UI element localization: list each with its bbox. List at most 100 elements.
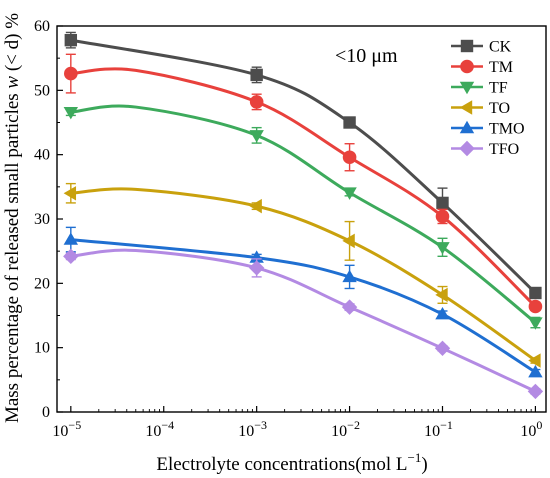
x-axis-title-end: ): [421, 454, 427, 475]
legend-item-tf: TF: [451, 80, 508, 97]
x-tick-label: 10−2: [331, 418, 360, 440]
data-point: [343, 116, 356, 129]
x-tick-label: 10−5: [52, 418, 81, 440]
series-line: [70, 38, 537, 295]
data-point: [249, 130, 264, 143]
legend-label: TM: [489, 59, 513, 76]
series-tf: [63, 104, 543, 330]
y-tick-label: 0: [42, 404, 50, 421]
legend-marker: [460, 59, 474, 74]
data-point: [250, 68, 263, 82]
legend-marker: [459, 120, 475, 134]
x-tick-label: 10−3: [238, 418, 267, 440]
data-point: [249, 250, 264, 263]
data-point: [434, 340, 451, 357]
series-tfo: [63, 248, 544, 400]
x-tick-exponent: 0: [536, 418, 542, 432]
legend-marker: [459, 100, 473, 115]
data-point: [528, 364, 543, 378]
x-tick-label: 10−1: [424, 418, 453, 440]
x-axis-title-main: Electrolyte concentrations(mol L: [156, 454, 407, 475]
series-line: [70, 67, 537, 308]
data-point: [528, 299, 543, 314]
x-tick-base: 10: [52, 423, 68, 440]
x-axis-title: Electrolyte concentrations(mol L−1): [156, 450, 427, 475]
data-point: [342, 233, 355, 249]
data-point: [436, 196, 449, 210]
data-point: [63, 248, 79, 265]
x-tick-exponent: −2: [347, 418, 360, 432]
x-axis-title-superscript: −1: [407, 450, 421, 465]
data-point: [341, 299, 358, 315]
size-annotation: <10 μm: [335, 45, 398, 67]
legend-item-to: TO: [451, 100, 510, 117]
series-line: [70, 248, 537, 393]
x-tick-exponent: −5: [68, 418, 81, 432]
series-line: [70, 238, 537, 374]
y-axis: 0 10 20 30 40 50 60: [34, 18, 63, 421]
x-tick-base: 10: [520, 423, 536, 440]
x-axis: 10−5 10−4 10−3 10−2 10−1 100: [52, 406, 542, 440]
series-tm: [64, 53, 543, 314]
data-point: [249, 95, 264, 109]
x-tick-label: 10−4: [145, 418, 174, 440]
y-tick-label: 30: [34, 211, 50, 228]
data-point: [248, 260, 265, 276]
series-line: [70, 187, 537, 362]
y-axis-title-main: Mass percentage of released small partic…: [2, 93, 23, 423]
legend-marker: [460, 39, 474, 53]
y-tick-label: 10: [34, 340, 50, 357]
series-tmo: [63, 226, 543, 378]
legend-label: TO: [489, 100, 510, 117]
legend-marker: [459, 140, 475, 157]
legend: CK TM TF TO TMO TFO: [451, 39, 525, 158]
x-tick-exponent: −4: [161, 418, 174, 432]
data-point: [435, 209, 450, 224]
legend-label: CK: [489, 39, 512, 56]
legend-label: TFO: [489, 141, 519, 158]
data-point: [435, 287, 448, 303]
y-tick-label: 40: [34, 147, 50, 164]
y-tick-label: 60: [34, 18, 50, 35]
legend-label: TF: [489, 80, 508, 97]
data-point: [63, 107, 79, 120]
x-tick-base: 10: [238, 423, 254, 440]
series-layer: [63, 31, 544, 400]
y-tick-label: 20: [34, 275, 50, 292]
legend-item-ck: CK: [451, 39, 512, 56]
data-point: [342, 269, 357, 283]
x-tick-label: 100: [520, 418, 542, 440]
data-point: [527, 383, 544, 400]
y-axis-title-variable: w: [2, 76, 23, 89]
data-point: [63, 232, 79, 245]
series-ck: [64, 31, 542, 300]
legend-item-tmo: TMO: [451, 121, 525, 138]
x-tick-base: 10: [145, 423, 161, 440]
data-point: [528, 353, 541, 368]
y-axis-title: Mass percentage of released small partic…: [2, 13, 23, 423]
data-point: [435, 307, 450, 320]
y-axis-title-suffix: (< d) %: [2, 13, 23, 76]
x-tick-base: 10: [331, 423, 347, 440]
legend-label: TMO: [489, 121, 525, 138]
data-point: [342, 150, 357, 165]
x-tick-exponent: −1: [440, 418, 453, 432]
data-point: [63, 186, 77, 201]
y-tick-label: 50: [34, 82, 50, 99]
data-point: [64, 66, 78, 81]
data-point: [249, 198, 262, 214]
data-point: [342, 187, 357, 200]
data-point: [435, 242, 450, 255]
x-tick-base: 10: [424, 423, 440, 440]
data-point: [529, 286, 542, 300]
data-point: [64, 33, 78, 47]
series-line: [70, 104, 537, 324]
data-point: [528, 317, 543, 330]
legend-marker: [459, 81, 475, 95]
legend-item-tm: TM: [451, 59, 513, 76]
x-tick-exponent: −3: [254, 418, 267, 432]
series-to: [63, 182, 541, 368]
legend-item-tfo: TFO: [451, 140, 519, 158]
